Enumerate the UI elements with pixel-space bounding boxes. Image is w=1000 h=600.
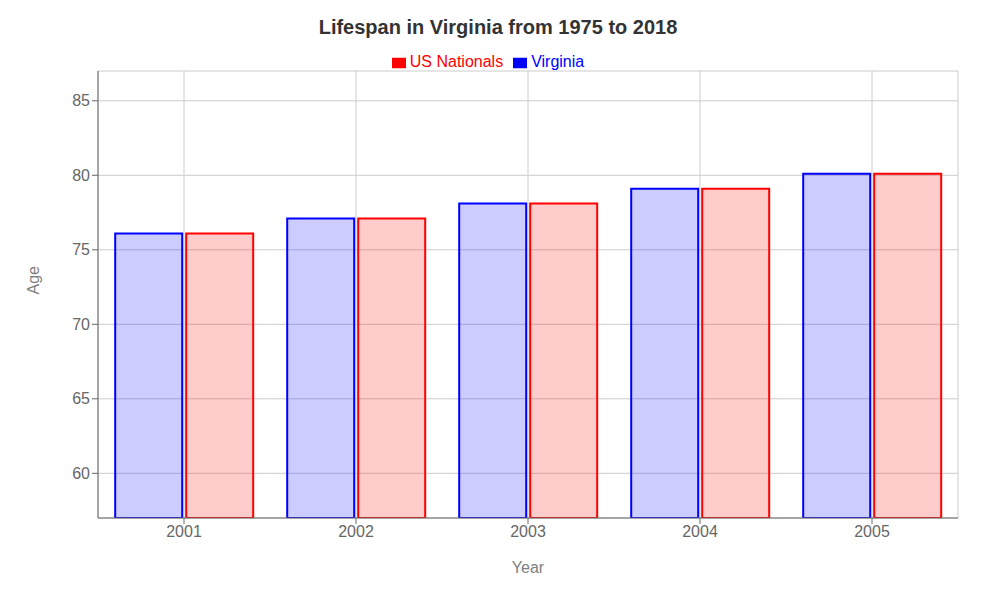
svg-text:Year: Year [512, 559, 545, 576]
svg-text:2005: 2005 [854, 523, 890, 540]
svg-text:2001: 2001 [166, 523, 202, 540]
svg-text:Age: Age [25, 266, 42, 295]
html-text:Virginia: Virginia [531, 53, 585, 70]
svg-text:2004: 2004 [682, 523, 718, 540]
html-text:Lifespan in Virginia from 1975: Lifespan in Virginia from 1975 to 2018 [318, 16, 678, 38]
svg-text:60: 60 [72, 465, 90, 482]
svg-text:75: 75 [72, 241, 90, 258]
svg-text:70: 70 [72, 316, 90, 333]
html-text:US Nationals: US Nationals [409, 53, 504, 70]
svg-text:65: 65 [72, 390, 90, 407]
svg-text:80: 80 [72, 167, 90, 184]
svg-text:2003: 2003 [510, 523, 546, 540]
svg-text:2002: 2002 [338, 523, 374, 540]
svg-text:85: 85 [72, 92, 90, 109]
